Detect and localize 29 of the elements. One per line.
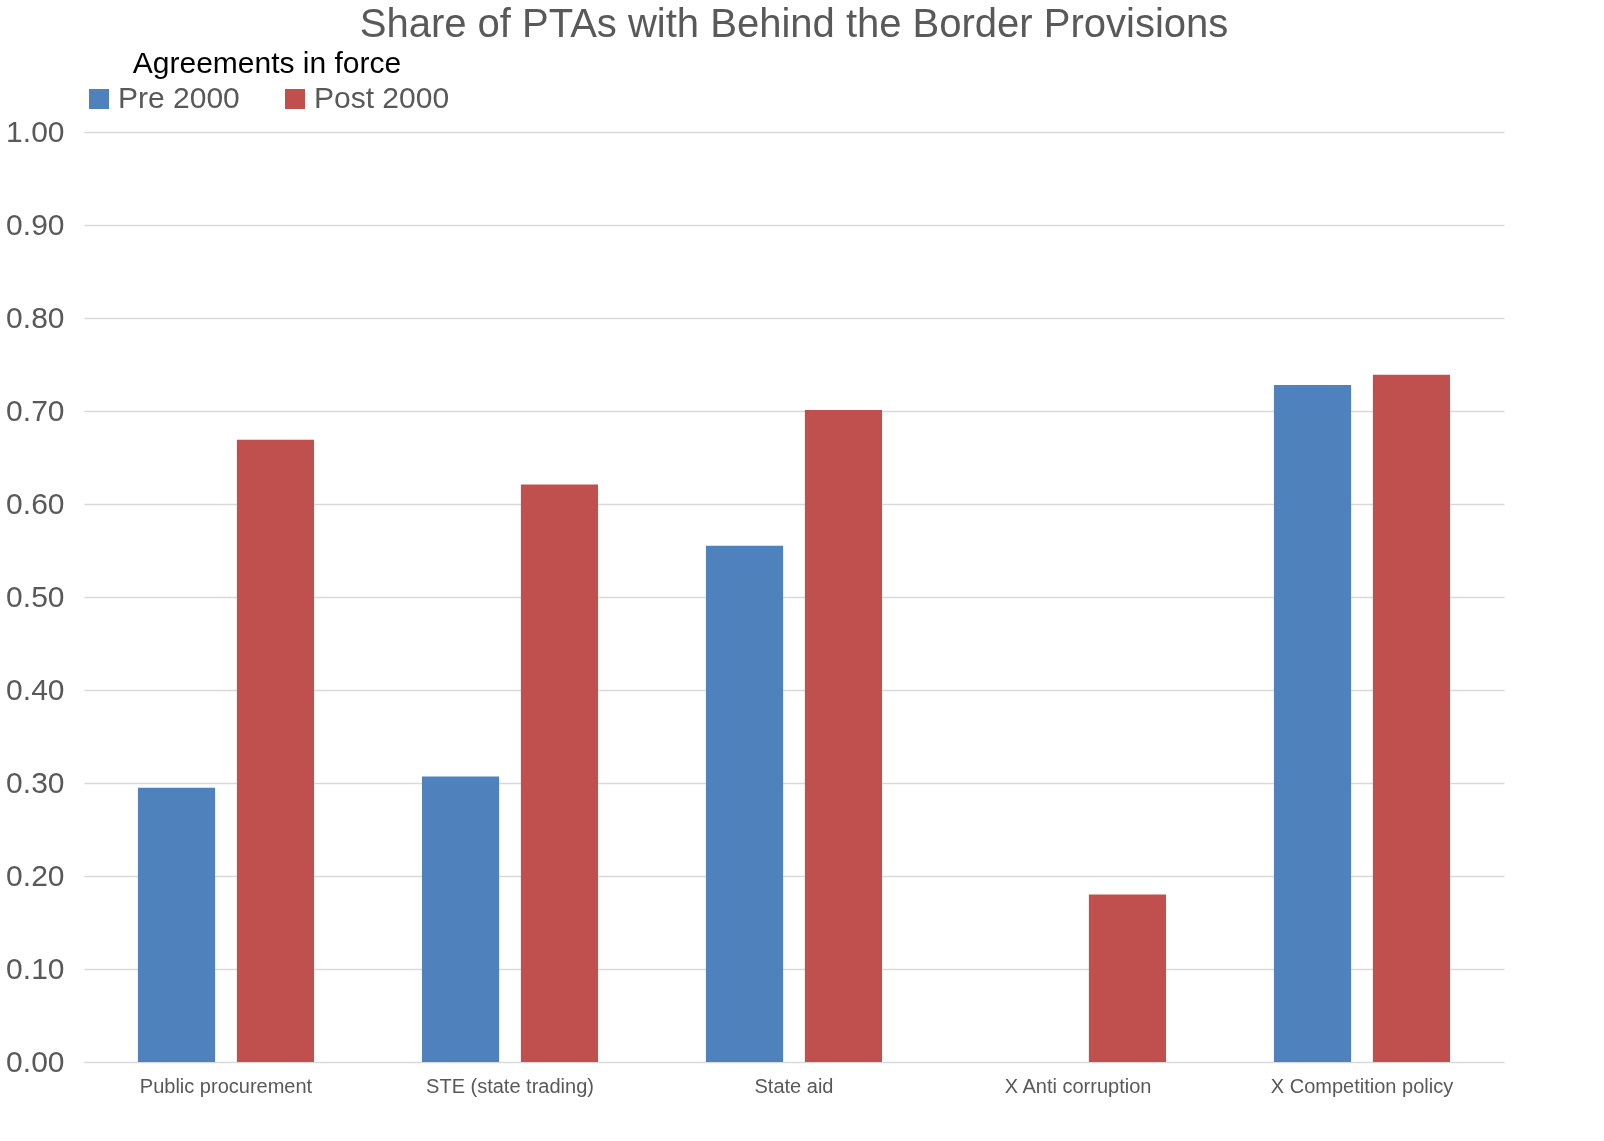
- x-tick-label: X Competition policy: [1270, 1074, 1454, 1097]
- x-tick-label: Public procurement: [139, 1074, 313, 1097]
- y-tick-label: 0.30: [6, 765, 65, 799]
- y-tick-label: 1.00: [6, 114, 65, 148]
- legend-label: Pre 2000: [118, 81, 240, 114]
- chart-title: Share of PTAs with Behind the Border Provisions: [359, 1, 1229, 45]
- y-tick-label: 0.50: [6, 579, 65, 613]
- bar: [137, 787, 216, 1062]
- y-tick-label: 0.80: [6, 300, 65, 334]
- y-tick-label: 0.20: [6, 858, 65, 892]
- y-tick-label: 0.10: [6, 951, 65, 985]
- y-tick-label: 0.90: [6, 207, 65, 241]
- x-tick-label: State aid: [754, 1074, 834, 1097]
- bar: [1372, 374, 1451, 1062]
- x-tick-label: X Anti corruption: [1004, 1074, 1152, 1097]
- bar: [236, 439, 315, 1062]
- legend-label: Post 2000: [314, 81, 450, 114]
- bar: [421, 776, 500, 1062]
- y-tick-label: 0.70: [6, 393, 65, 427]
- x-tick-label: STE (state trading): [426, 1074, 594, 1097]
- y-tick-label: 0.40: [6, 672, 65, 706]
- bar: [705, 545, 784, 1062]
- legend-title: Agreements in force: [132, 46, 402, 79]
- y-tick-label: 0.00: [6, 1044, 65, 1078]
- bar: [804, 410, 883, 1062]
- bar: [1273, 384, 1352, 1062]
- bar: [520, 484, 599, 1062]
- y-tick-label: 0.60: [6, 486, 65, 520]
- bar: [1088, 894, 1167, 1062]
